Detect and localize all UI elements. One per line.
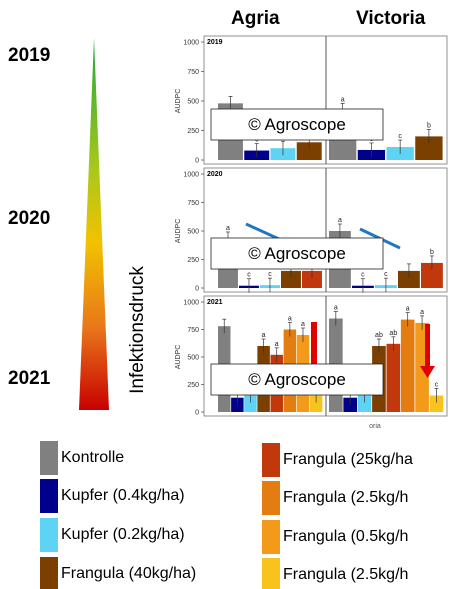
watermark-text: © Agroscope bbox=[248, 370, 346, 389]
watermark-text: © Agroscope bbox=[248, 244, 346, 263]
year-label-2019: 2019 bbox=[8, 45, 51, 66]
y-tick-label: 500 bbox=[187, 99, 199, 106]
watermark-box bbox=[210, 363, 384, 396]
significance-letter: a bbox=[334, 305, 338, 312]
bar-agria-2 bbox=[244, 395, 257, 412]
y-tick-label: 750 bbox=[187, 200, 199, 207]
legend-swatch bbox=[40, 518, 58, 552]
significance-letter: a bbox=[301, 321, 305, 328]
bar-agria-4 bbox=[302, 270, 322, 288]
bar-victoria-3 bbox=[398, 270, 420, 288]
bar-victoria-4 bbox=[421, 262, 443, 288]
legend-item-kupfer-04: Kupfer (0.4kg/ha) bbox=[40, 479, 185, 513]
significance-letter: a bbox=[406, 306, 410, 313]
significance-letter: b bbox=[430, 249, 434, 256]
column-header-victoria: Victoria bbox=[356, 8, 426, 29]
legend-label: Frangula (2.5kg/h bbox=[283, 566, 409, 583]
arrow-agria bbox=[311, 322, 317, 370]
y-tick-label: 250 bbox=[187, 382, 199, 389]
legend-swatch bbox=[40, 557, 58, 589]
y-tick-label: 1000 bbox=[183, 40, 199, 47]
significance-letter: b bbox=[427, 122, 431, 129]
bar-agria-7 bbox=[309, 395, 323, 412]
arrow-victoria-head bbox=[420, 366, 435, 378]
y-tick-label: 250 bbox=[187, 257, 199, 264]
legend-item-frangula-40: Frangula (40kg/ha) bbox=[40, 557, 196, 589]
y-tick-label: 1000 bbox=[183, 300, 199, 307]
significance-letter: a bbox=[338, 217, 342, 224]
y-tick-label: 750 bbox=[187, 69, 199, 76]
y-axis-label: AUDPC bbox=[175, 219, 182, 244]
bar-agria-1 bbox=[231, 397, 244, 412]
year-label-2020: 2020 bbox=[8, 208, 51, 229]
y-tick-label: 1000 bbox=[183, 172, 199, 179]
watermark-text: © Agroscope bbox=[248, 115, 346, 134]
panel-title: 2020 bbox=[207, 171, 223, 178]
significance-letter: a bbox=[226, 225, 230, 232]
column-header-agria: Agria bbox=[231, 8, 280, 29]
y-tick-label: 500 bbox=[187, 229, 199, 236]
watermark-box bbox=[210, 108, 384, 141]
legend-label: Kontrolle bbox=[61, 449, 125, 466]
significance-letter: c bbox=[361, 272, 365, 279]
significance-letter: ab bbox=[389, 330, 397, 337]
legend-label: Frangula (2.5kg/h bbox=[283, 489, 409, 506]
year-label-2021: 2021 bbox=[8, 368, 51, 389]
legend-swatch bbox=[40, 479, 58, 513]
y-tick-label: 750 bbox=[187, 327, 199, 334]
legend-label: Kupfer (0.2kg/ha) bbox=[61, 526, 185, 543]
legend-item-kontrolle: Kontrolle bbox=[40, 441, 124, 475]
legend-label: Frangula (25kg/ha bbox=[283, 451, 413, 468]
bar-victoria-2 bbox=[357, 395, 372, 412]
legend-swatch bbox=[40, 441, 58, 475]
bar-victoria-1 bbox=[343, 397, 358, 412]
y-axis-label: AUDPC bbox=[175, 89, 182, 114]
y-tick-label: 0 bbox=[195, 286, 199, 293]
significance-letter: c bbox=[384, 271, 388, 278]
legend-swatch bbox=[262, 558, 280, 589]
x-axis-label-fragment: oria bbox=[369, 423, 381, 430]
bar-victoria-7 bbox=[429, 395, 444, 412]
significance-letter: a bbox=[341, 96, 345, 103]
significance-letter: a bbox=[262, 332, 266, 339]
significance-letter: ab bbox=[375, 332, 383, 339]
significance-letter: c bbox=[268, 271, 272, 278]
arrow-victoria-shaft bbox=[425, 324, 430, 368]
legend-label: Kupfer (0.4kg/ha) bbox=[61, 487, 185, 504]
bar-agria-3 bbox=[296, 142, 322, 160]
y-tick-label: 500 bbox=[187, 355, 199, 362]
legend-item-frangula-25: Frangula (25kg/ha bbox=[262, 443, 413, 477]
watermark-box bbox=[210, 237, 384, 270]
legend-item-kupfer-02: Kupfer (0.2kg/ha) bbox=[40, 518, 185, 552]
significance-letter: a bbox=[275, 341, 279, 348]
bar-victoria-3 bbox=[415, 136, 443, 160]
significance-letter: c bbox=[398, 133, 402, 140]
y-tick-label: 250 bbox=[187, 128, 199, 135]
audpc-bar-charts: 02505007501000AUDPC2019cbcbaccb© Agrosco… bbox=[175, 35, 448, 430]
significance-letter: c bbox=[435, 382, 439, 389]
significance-letter: c bbox=[247, 272, 251, 279]
y-tick-label: 0 bbox=[195, 410, 199, 417]
legend-item-frangula-2-5-b: Frangula (2.5kg/h bbox=[262, 558, 408, 589]
bar-agria-3 bbox=[281, 270, 301, 288]
legend-swatch bbox=[262, 520, 280, 554]
significance-letter: a bbox=[288, 316, 292, 323]
legend-swatch bbox=[262, 481, 280, 515]
infection-pressure-wedge bbox=[79, 38, 109, 410]
bar-victoria-4 bbox=[386, 343, 401, 412]
bar-victoria-5 bbox=[400, 319, 415, 412]
panel-title: 2019 bbox=[207, 39, 223, 46]
legend-item-frangula-0-5: Frangula (0.5kg/h bbox=[262, 520, 408, 554]
y-axis-label: AUDPC bbox=[175, 345, 182, 370]
legend-label: Frangula (40kg/ha) bbox=[61, 565, 197, 582]
significance-letter: a bbox=[420, 309, 424, 316]
legend-swatch bbox=[262, 443, 280, 477]
legend-label: Frangula (0.5kg/h bbox=[283, 528, 409, 545]
legend-item-frangula-2-5-a: Frangula (2.5kg/h bbox=[262, 481, 408, 515]
y-tick-label: 0 bbox=[195, 158, 199, 165]
panel-title: 2021 bbox=[207, 299, 223, 306]
